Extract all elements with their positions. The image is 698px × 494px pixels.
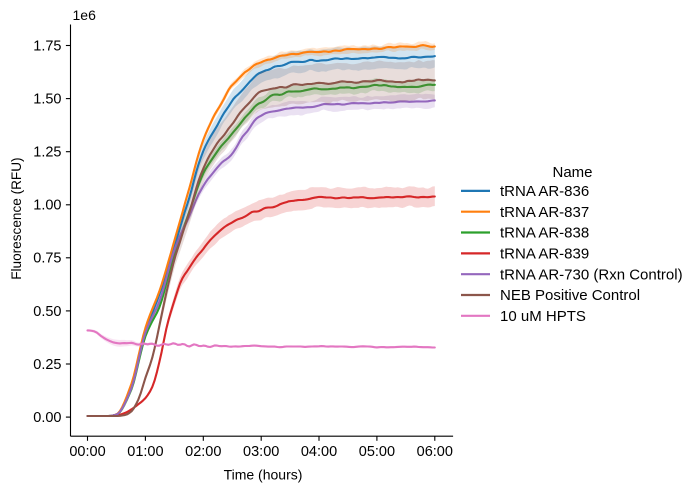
svg-text:tRNA AR-730 (Rxn Control): tRNA AR-730 (Rxn Control) [500,266,683,283]
svg-text:NEB Positive Control: NEB Positive Control [500,287,640,304]
svg-text:01:00: 01:00 [127,444,163,460]
svg-text:0.00: 0.00 [33,410,61,426]
svg-text:04:00: 04:00 [301,444,337,460]
svg-text:1.00: 1.00 [33,198,61,214]
svg-text:tRNA AR-837: tRNA AR-837 [500,204,589,221]
svg-text:05:00: 05:00 [359,444,395,460]
svg-text:1e6: 1e6 [73,7,97,23]
svg-text:tRNA AR-838: tRNA AR-838 [500,225,589,242]
svg-text:Time (hours): Time (hours) [224,467,303,483]
svg-text:Name: Name [552,164,592,181]
svg-text:1.75: 1.75 [33,38,61,54]
svg-text:00:00: 00:00 [69,444,105,460]
svg-text:0.25: 0.25 [33,357,61,373]
svg-text:tRNA AR-839: tRNA AR-839 [500,246,589,263]
svg-text:0.50: 0.50 [33,304,61,320]
svg-text:03:00: 03:00 [243,444,279,460]
svg-text:10 uM HPTS: 10 uM HPTS [500,308,586,325]
svg-text:Fluorescence (RFU): Fluorescence (RFU) [9,157,24,279]
svg-text:1.25: 1.25 [33,145,61,161]
svg-text:tRNA AR-836: tRNA AR-836 [500,183,589,200]
svg-text:06:00: 06:00 [417,444,453,460]
svg-text:1.50: 1.50 [33,92,61,108]
svg-text:0.75: 0.75 [33,251,61,267]
svg-text:02:00: 02:00 [185,444,221,460]
